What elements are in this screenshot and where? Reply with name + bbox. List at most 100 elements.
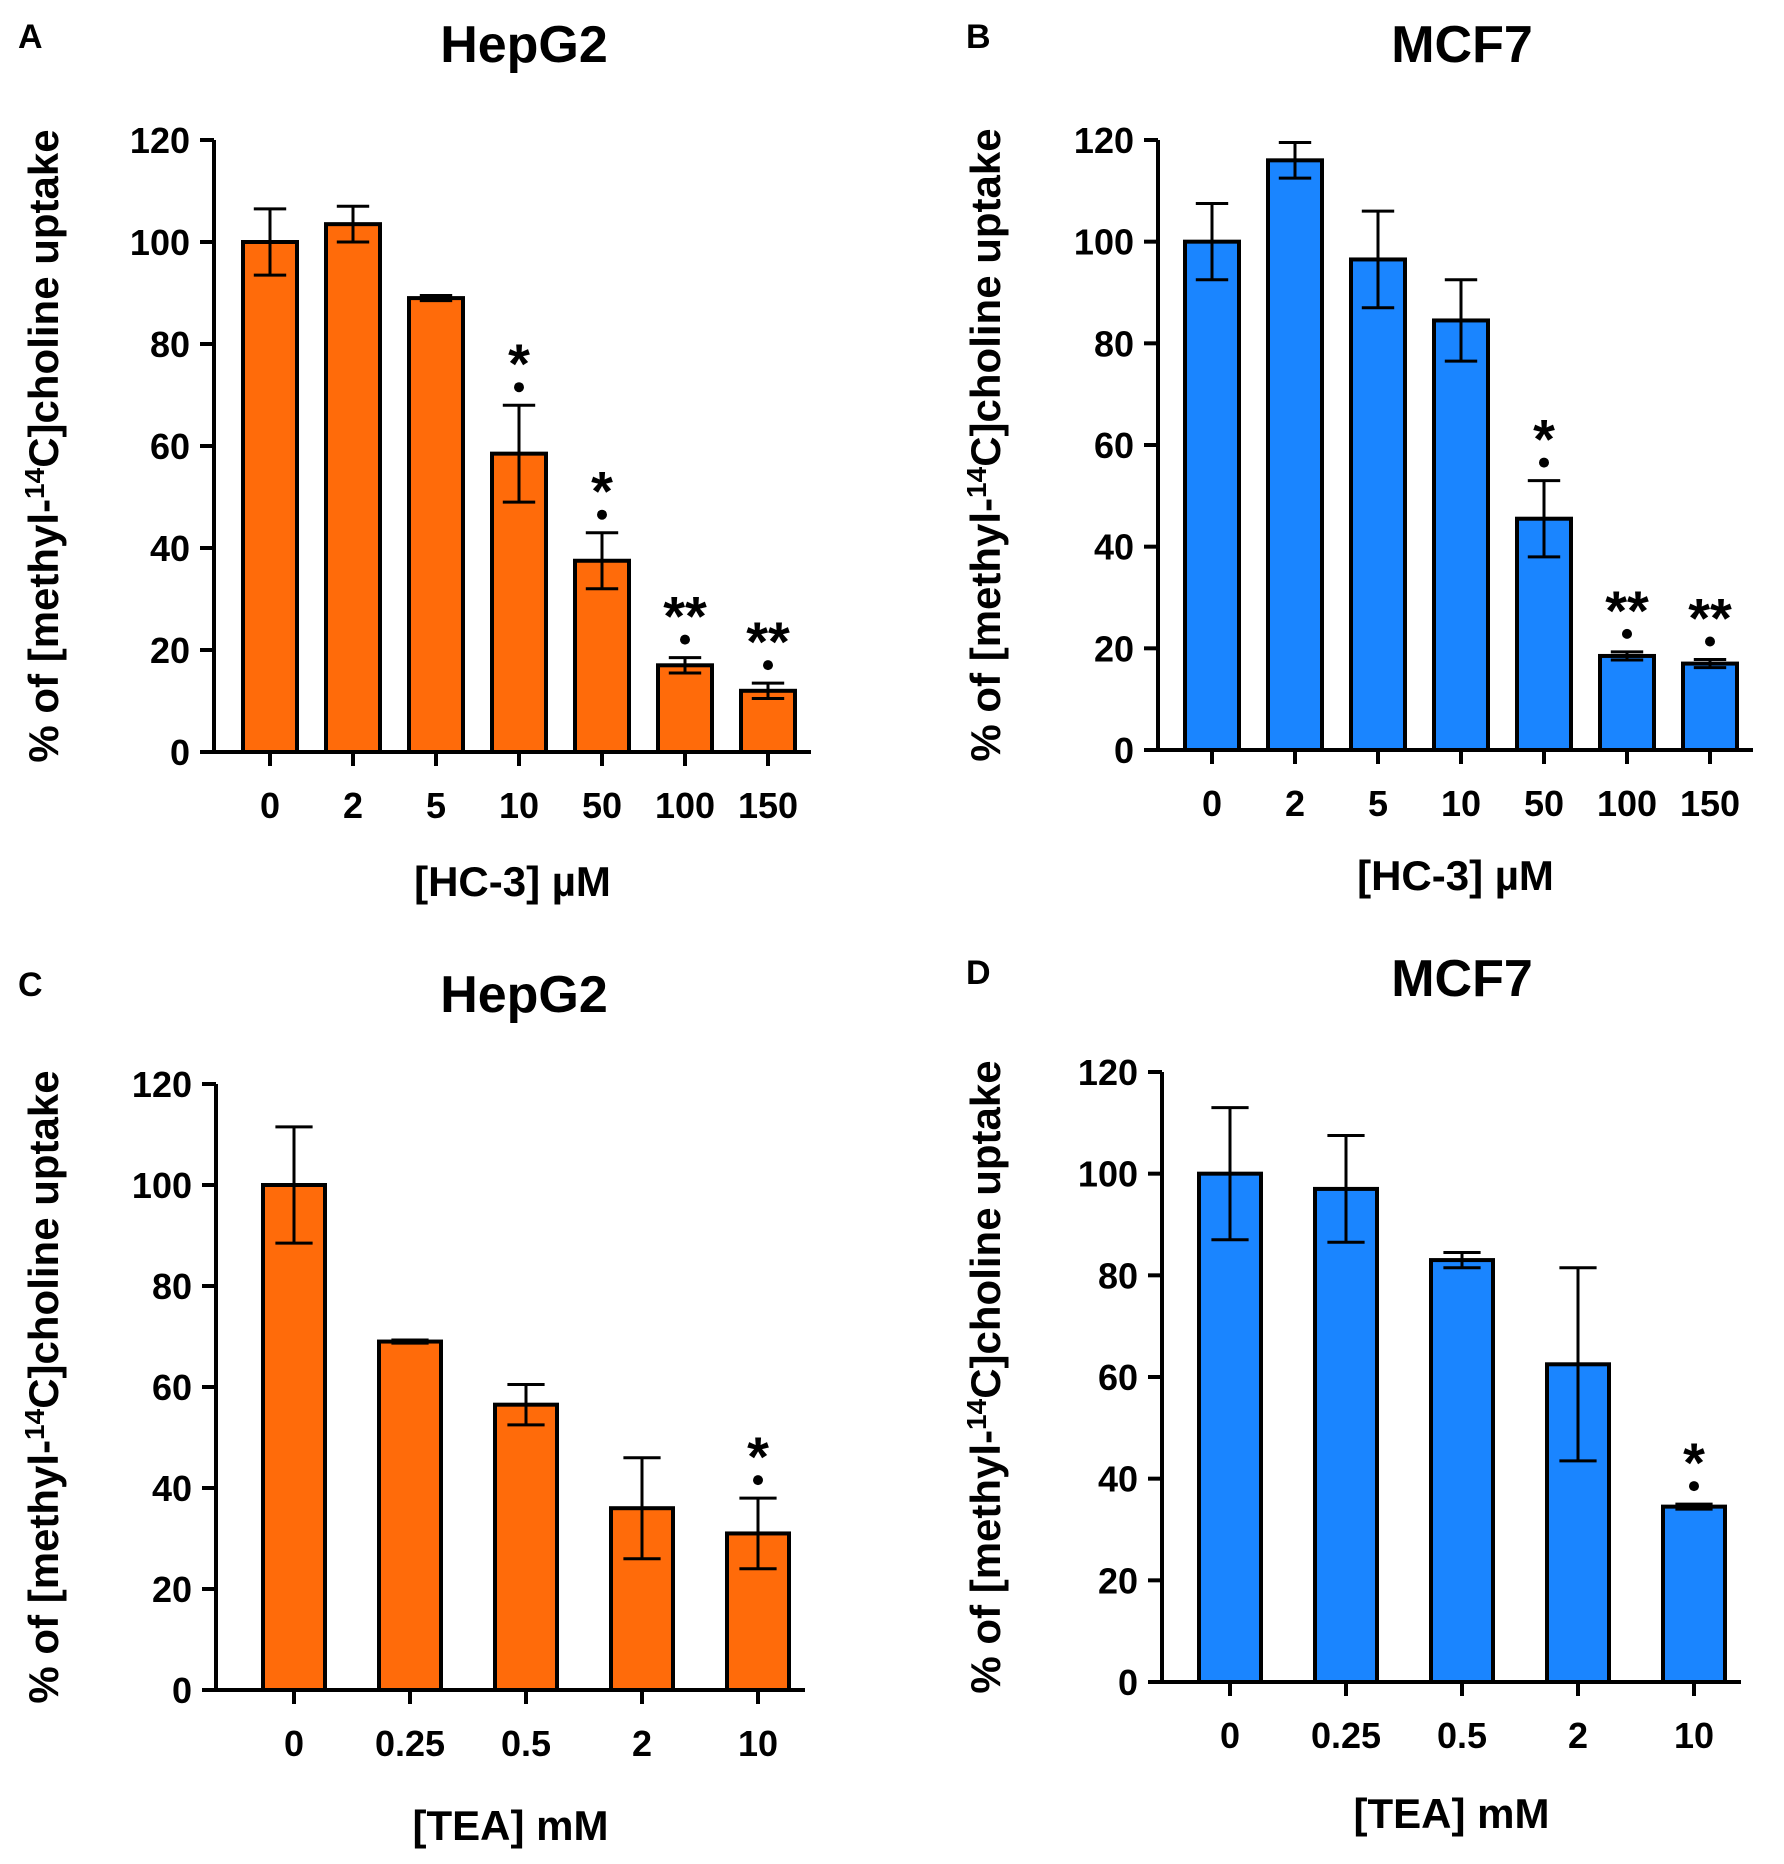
panel-b-y-tick-label-1: 20 [1094, 628, 1134, 669]
panel-d-x-tick-label-2: 0.5 [1437, 1715, 1487, 1756]
panel-d-y-tick-label-2: 40 [1098, 1459, 1138, 1500]
panel-a-bar-2 [407, 296, 465, 754]
panel-b-bar-0 [1183, 239, 1241, 753]
panel-b-y-tick-label-5: 100 [1074, 222, 1134, 263]
panel-d-x-tick-label-1: 0.25 [1311, 1715, 1381, 1756]
panel-b-y-tick-label-0: 0 [1114, 730, 1134, 771]
panel-c-bar-0 [261, 1183, 327, 1692]
panel-a-x-tick-label-3: 10 [499, 785, 539, 826]
panel-a-sig-dot-4 [597, 509, 607, 520]
panel-b-error-bar-1 [1278, 141, 1312, 180]
panel-a-error-bar-5 [668, 656, 702, 675]
panel-a-x-tick-label-1: 2 [343, 785, 363, 826]
panel-c-y-tick-label-2: 40 [152, 1468, 192, 1509]
panel-b-error-bar-2 [1361, 209, 1395, 310]
panel-a-bar-1 [324, 222, 382, 754]
panel-c-sig-label-4: * [747, 1425, 769, 1488]
panel-d-error-bar-1 [1327, 1134, 1365, 1244]
panel-a-x-tick-label-2: 5 [426, 785, 446, 826]
panel-b-error-bar-4 [1527, 479, 1561, 559]
panel-b-y-axis-label: % of [methyl-14C]choline uptake [961, 128, 1009, 761]
panel-c-sig-dot-4 [753, 1475, 763, 1486]
panel-b-letter: B [966, 18, 991, 56]
panel-b-sig-label-6: ** [1688, 587, 1732, 650]
panel-a-sig-label-6: ** [746, 610, 790, 673]
panel-a-x-axis-label: [HC-3] µM [414, 858, 611, 905]
panel-b-x-tick-label-3: 10 [1441, 783, 1481, 824]
panel-c-bar-1 [377, 1339, 443, 1693]
panel-d-title: MCF7 [1391, 950, 1533, 1008]
panel-d-letter: D [966, 954, 991, 992]
panel-d-x-axis-label: [TEA] mM [1354, 1790, 1550, 1837]
panel-d-y-tick-label-5: 100 [1078, 1154, 1138, 1195]
panel-b-error-bar-6 [1693, 658, 1727, 670]
panel-b-y-tick-label-6: 120 [1074, 120, 1134, 161]
panel-d-bar-2 [1429, 1258, 1495, 1685]
panel-d-error-bar-3 [1559, 1266, 1597, 1463]
panel-b-bar-3 [1432, 318, 1490, 752]
panel-a-bar-6 [739, 688, 797, 754]
panel-a-error-bar-2 [419, 294, 453, 303]
panel-a-x-tick-label-5: 100 [655, 785, 715, 826]
panel-c-x-tick-label-2: 0.5 [501, 1723, 551, 1764]
panel-a-error-bar-4 [585, 531, 619, 591]
panel-d-bar-4 [1661, 1504, 1727, 1684]
panel-b-x-tick-label-6: 150 [1680, 783, 1740, 824]
panel-b-y-tick-label-3: 60 [1094, 425, 1134, 466]
panel-b-y-tick-label-2: 40 [1094, 527, 1134, 568]
panel-a-sig-label-4: * [591, 460, 613, 523]
panel-c-error-bar-0 [275, 1125, 313, 1245]
panel-a-y-tick-label-6: 120 [130, 120, 190, 161]
panel-b-x-axis-label: [HC-3] µM [1357, 852, 1554, 899]
panel-d-y-tick-label-3: 60 [1098, 1357, 1138, 1398]
panel-c-x-tick-label-0: 0 [284, 1723, 304, 1764]
panel-b-y-tick-label-4: 80 [1094, 323, 1134, 364]
panel-b-x-tick-label-5: 100 [1597, 783, 1657, 824]
panel-d-x-tick-label-3: 2 [1568, 1715, 1588, 1756]
panel-a-sig-dot-5 [680, 634, 690, 645]
panel-b-x-tick-label-1: 2 [1285, 783, 1305, 824]
panel-a-bar-5 [656, 663, 714, 754]
panel-b-sig-dot-5 [1622, 628, 1632, 639]
panel-a-y-tick-label-1: 20 [150, 630, 190, 671]
panel-a-error-bar-3 [502, 403, 536, 504]
panel-c-y-tick-label-5: 100 [132, 1165, 192, 1206]
panel-d-x-tick-label-4: 10 [1674, 1715, 1714, 1756]
panel-a-y-axis-label: % of [methyl-14C]choline uptake [19, 129, 67, 762]
panel-b-x-tick-label-2: 5 [1368, 783, 1388, 824]
panel-c-error-bar-3 [623, 1456, 661, 1561]
panel-a-sig-label-3: * [508, 332, 530, 395]
panel-d-y-tick-label-4: 80 [1098, 1255, 1138, 1296]
panel-c-error-bar-4 [739, 1496, 777, 1571]
panel-a-x-tick-label-4: 50 [582, 785, 622, 826]
panel-d-bar-1 [1313, 1186, 1379, 1684]
panel-a-x-tick-label-6: 150 [738, 785, 798, 826]
panel-c-x-tick-label-1: 0.25 [375, 1723, 445, 1764]
panel-c-title: HepG2 [440, 966, 608, 1024]
panel-a-y-tick-label-5: 100 [130, 222, 190, 263]
panel-b-error-bar-0 [1195, 202, 1229, 282]
panel-a-y-tick-label-4: 80 [150, 324, 190, 365]
panel-a-sig-dot-6 [763, 660, 773, 671]
panel-b-sig-dot-4 [1539, 457, 1549, 468]
panel-a-x-tick-label-0: 0 [260, 785, 280, 826]
panel-b: B MCF7% of [methyl-14C]choline uptake *** *… [961, 16, 1753, 899]
panel-c-y-tick-label-0: 0 [172, 1670, 192, 1711]
panel-b-x-tick-label-4: 50 [1524, 783, 1564, 824]
panel-c-bar-2 [493, 1402, 559, 1693]
panel-d-y-tick-label-6: 120 [1078, 1052, 1138, 1093]
panel-d: D MCF7% of [methyl-14C]choline uptake*020… [961, 950, 1741, 1837]
panel-c-x-axis-label: [TEA] mM [413, 1802, 609, 1849]
panel-d-error-bar-0 [1211, 1106, 1249, 1242]
panel-b-sig-label-4: * [1533, 408, 1555, 471]
panel-b-error-bar-5 [1610, 650, 1644, 662]
panel-a-error-bar-6 [751, 681, 785, 700]
panel-a-title: HepG2 [440, 16, 608, 74]
panel-b-error-bar-3 [1444, 278, 1478, 363]
panel-a-letter: A [18, 18, 43, 56]
panel-a-y-tick-label-3: 60 [150, 426, 190, 467]
panel-d-y-tick-label-0: 0 [1118, 1662, 1138, 1703]
panel-d-y-axis-label: % of [methyl-14C]choline uptake [961, 1060, 1009, 1693]
panel-c-error-bar-1 [391, 1338, 429, 1345]
panel-c-x-tick-label-3: 2 [632, 1723, 652, 1764]
